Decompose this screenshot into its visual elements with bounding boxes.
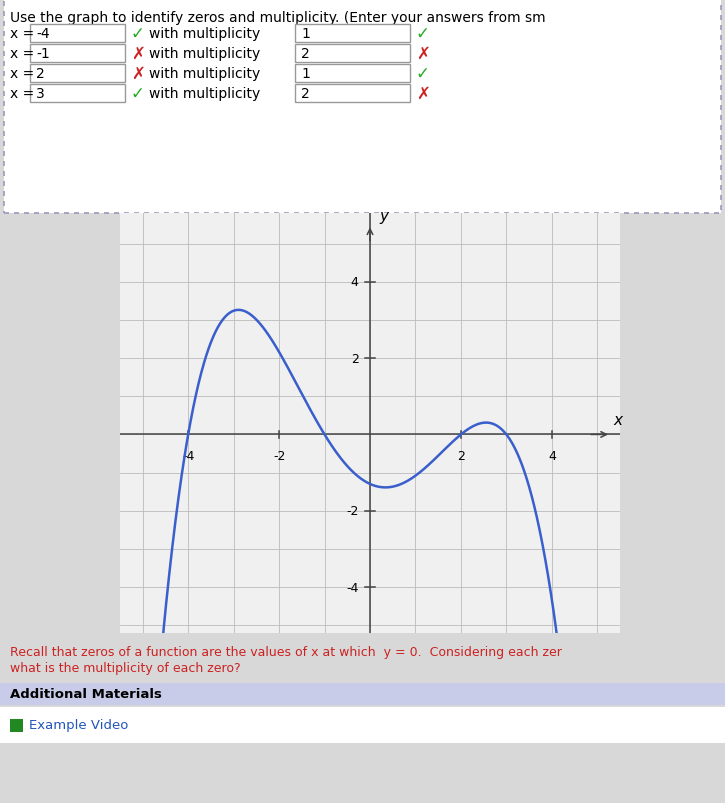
Text: with multiplicity: with multiplicity — [149, 67, 260, 81]
Text: with multiplicity: with multiplicity — [149, 47, 260, 61]
Text: Additional Materials: Additional Materials — [10, 687, 162, 701]
Text: Recall that zeros of a function are the values of x at which  y = 0.  Considerin: Recall that zeros of a function are the … — [10, 645, 562, 658]
Text: 2: 2 — [36, 67, 45, 81]
Text: with multiplicity: with multiplicity — [149, 27, 260, 41]
Text: -2: -2 — [273, 450, 285, 463]
Bar — [10, 719, 23, 732]
Text: x =: x = — [10, 27, 34, 41]
Text: what is the multiplicity of each zero?: what is the multiplicity of each zero? — [10, 661, 241, 675]
Text: x: x — [613, 412, 622, 427]
FancyBboxPatch shape — [295, 45, 410, 63]
Text: with multiplicity: with multiplicity — [149, 87, 260, 101]
Text: 2: 2 — [301, 87, 310, 101]
Text: ✓: ✓ — [416, 65, 430, 83]
Text: 4: 4 — [548, 450, 556, 463]
Text: ✓: ✓ — [131, 25, 145, 43]
FancyBboxPatch shape — [295, 25, 410, 43]
Text: -1: -1 — [36, 47, 50, 61]
FancyBboxPatch shape — [30, 25, 125, 43]
FancyBboxPatch shape — [295, 65, 410, 83]
Text: 4: 4 — [351, 276, 359, 289]
Text: Example Video: Example Video — [29, 719, 128, 732]
Text: x =: x = — [10, 67, 34, 81]
Text: y: y — [379, 208, 388, 223]
Text: 2: 2 — [351, 353, 359, 365]
Bar — [0, 707, 725, 743]
FancyBboxPatch shape — [295, 85, 410, 103]
Text: ✗: ✗ — [131, 45, 145, 63]
Text: ✗: ✗ — [416, 45, 430, 63]
Text: -4: -4 — [182, 450, 194, 463]
Text: ✗: ✗ — [131, 65, 145, 83]
Text: Use the graph to identify zeros and multiplicity. (Enter your answers from sm: Use the graph to identify zeros and mult… — [10, 11, 546, 25]
Text: ✗: ✗ — [416, 85, 430, 103]
Bar — [0, 683, 725, 705]
Text: -4: -4 — [347, 581, 359, 594]
FancyBboxPatch shape — [30, 85, 125, 103]
Text: ✓: ✓ — [131, 85, 145, 103]
FancyBboxPatch shape — [30, 45, 125, 63]
Text: 3: 3 — [36, 87, 45, 101]
Text: ✓: ✓ — [416, 25, 430, 43]
Text: 1: 1 — [301, 67, 310, 81]
Text: -2: -2 — [347, 505, 359, 518]
Text: x =: x = — [10, 87, 34, 101]
FancyBboxPatch shape — [30, 65, 125, 83]
Bar — [4, 0, 721, 214]
Text: 2: 2 — [457, 450, 465, 463]
Text: -4: -4 — [36, 27, 49, 41]
Text: 2: 2 — [301, 47, 310, 61]
Text: 1: 1 — [301, 27, 310, 41]
Text: x =: x = — [10, 47, 34, 61]
